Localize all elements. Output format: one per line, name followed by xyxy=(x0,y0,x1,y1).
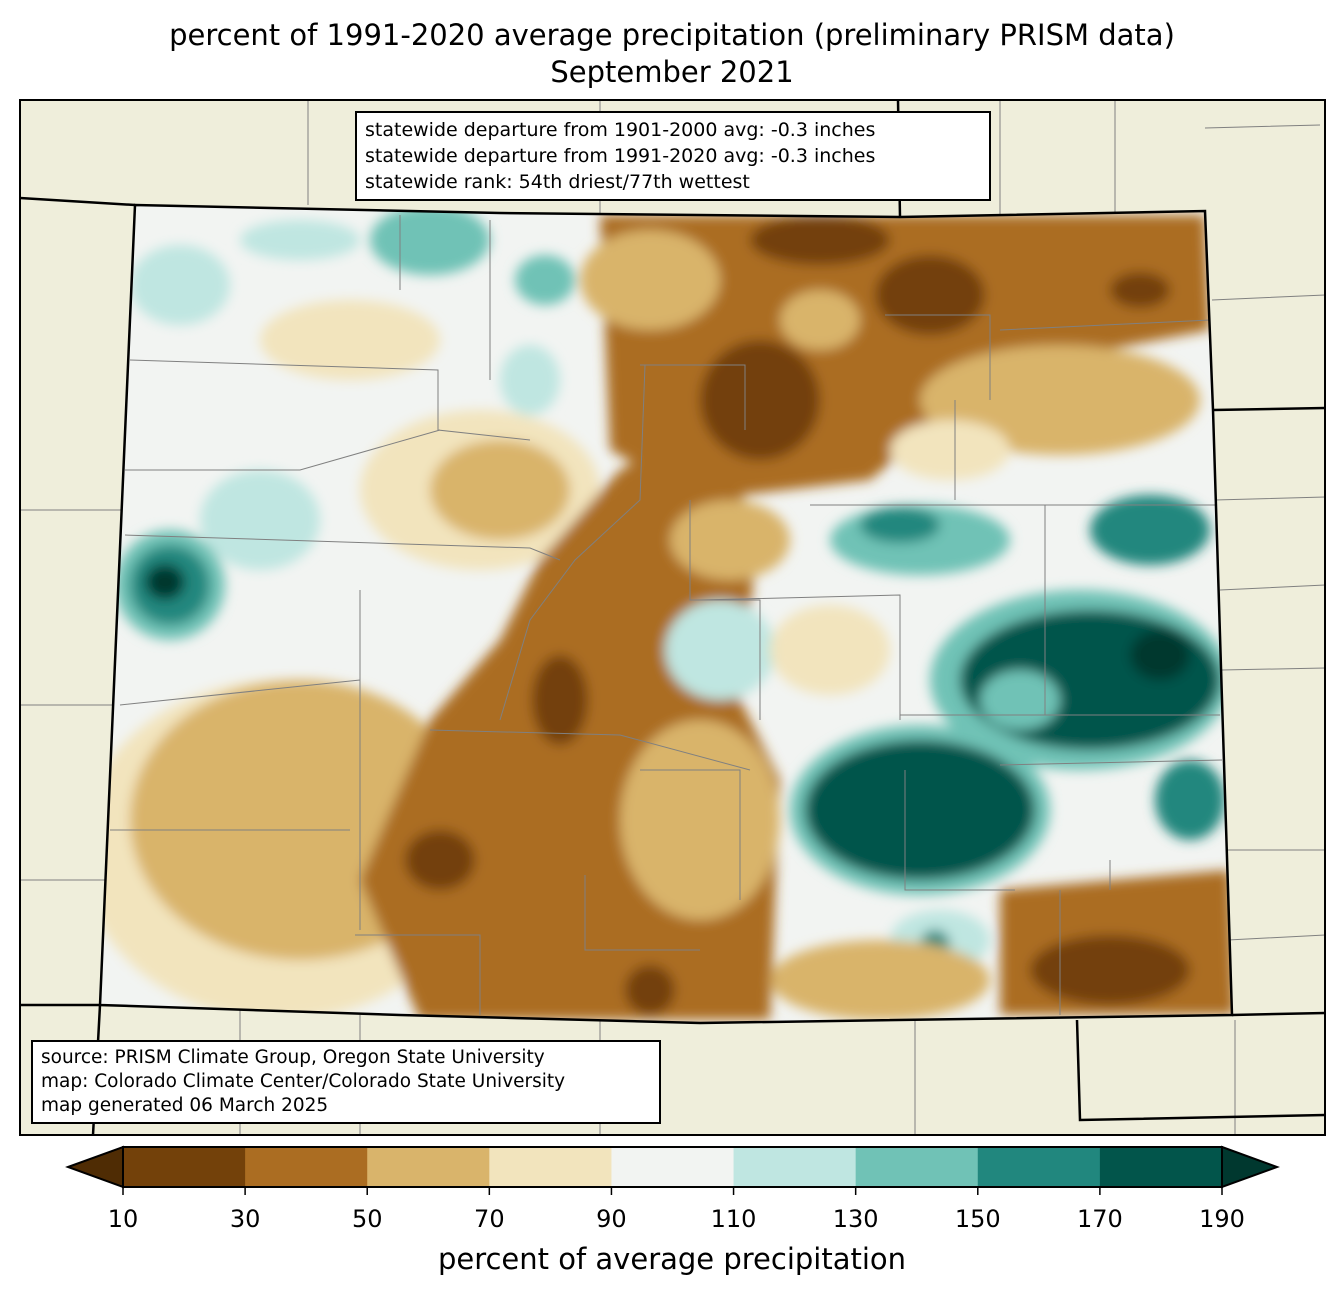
map-frame xyxy=(19,99,1326,1136)
source-line: map generated 06 March 2025 xyxy=(41,1095,329,1116)
colorbar-tick-label: 190 xyxy=(1199,1205,1245,1233)
colorbar xyxy=(65,1145,1280,1195)
stats-line: statewide departure from 1991-2020 avg: … xyxy=(365,145,876,167)
map-title: percent of 1991-2020 average precipitati… xyxy=(169,18,1175,52)
colorbar-segment xyxy=(611,1147,735,1187)
colorbar-segment xyxy=(977,1147,1101,1187)
colorbar-tick-label: 150 xyxy=(954,1205,1001,1233)
colorbar-tick-label: 110 xyxy=(710,1205,757,1233)
source-box: source: PRISM Climate Group, Oregon Stat… xyxy=(31,1040,661,1124)
colorbar-under-arrow xyxy=(65,1145,124,1189)
colorbar-tick-label: 50 xyxy=(351,1205,383,1233)
stats-line: statewide departure from 1901-2000 avg: … xyxy=(365,119,876,141)
colorbar-segment xyxy=(123,1147,246,1187)
colorbar-segment xyxy=(1099,1147,1223,1187)
colorado-border xyxy=(98,203,1234,1025)
colorbar-segment xyxy=(855,1147,979,1187)
statewide-stats-box: statewide departure from 1901-2000 avg: … xyxy=(355,111,991,201)
colorbar-segment xyxy=(245,1147,368,1187)
colorbar-over-arrow xyxy=(1221,1145,1280,1189)
colorbar-outline xyxy=(122,1146,1223,1188)
colorbar-tick-label: 90 xyxy=(596,1205,627,1233)
colorbar-segment xyxy=(489,1147,612,1187)
colorbar-segment xyxy=(733,1147,857,1187)
colorbar-tick-label: 10 xyxy=(107,1205,139,1233)
colorbar-tick-label: 170 xyxy=(1076,1205,1123,1233)
map-subtitle: September 2021 xyxy=(550,55,794,89)
colorbar-tick-label: 70 xyxy=(474,1205,505,1233)
stats-line: statewide rank: 54th driest/77th wettest xyxy=(365,171,750,193)
county-lines xyxy=(110,215,1223,1015)
precipitation-field xyxy=(100,205,1232,1023)
source-line: source: PRISM Climate Group, Oregon Stat… xyxy=(41,1047,545,1068)
colorbar-label: percent of average precipitation xyxy=(437,1242,907,1276)
source-line: map: Colorado Climate Center/Colorado St… xyxy=(41,1071,566,1092)
colorbar-segment xyxy=(367,1147,490,1187)
colorbar-tick-label: 30 xyxy=(229,1205,261,1233)
colorbar-tick-label: 130 xyxy=(832,1205,879,1233)
